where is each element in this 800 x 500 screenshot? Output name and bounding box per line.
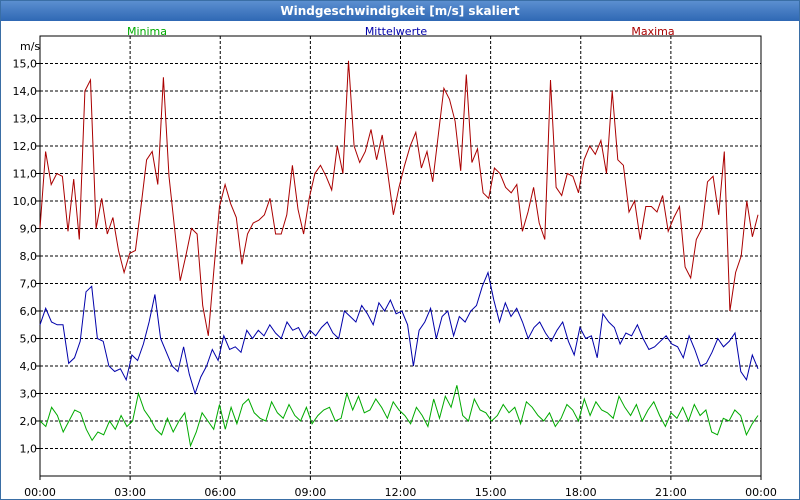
grid-lines [40,36,761,476]
y-tick-label: 4,0 [20,360,38,373]
y-tick-label: 2,0 [20,415,38,428]
y-tick-label: 3,0 [20,388,38,401]
series-lines [39,60,759,448]
y-tick-label: 7,0 [20,278,38,291]
y-tick-label: 8,0 [20,250,38,263]
y-tick-label: 14,0 [13,85,38,98]
y-tick-label: 11,0 [13,168,38,181]
x-tick-time-label: 06:00 [204,486,236,499]
window-title: Windgeschwindigkeit [m/s] skaliert [1,1,799,21]
series-maxima [39,60,759,336]
x-tick-time-label: 15:00 [475,486,507,499]
legend-minima: Minima [127,25,167,38]
y-tick-label: 5,0 [20,333,38,346]
y-tick-label: 6,0 [20,305,38,318]
y-axis-ticks: 1,0 2,0 3,0 4,0 5,0 6,0 7,0 8,0 9,0 10,0 11,0 12,0 1… [13,58,40,456]
y-axis-label: m/s [20,40,40,53]
legend-mittelwerte: Mittelwerte [365,25,428,38]
legend-maxima: Maxima [631,25,674,38]
x-tick-time-label: 00:00 [24,486,56,499]
x-tick-time-label: 03:00 [114,486,146,499]
x-tick-time-label: 21:00 [655,486,687,499]
x-tick-time-label: 00:00 [745,486,777,499]
y-tick-label: 9,0 [20,223,38,236]
y-tick-label: 15,0 [13,58,38,71]
x-tick-time-label: 12:00 [385,486,417,499]
x-axis-ticks: 00:0013.01.1203:0013.01.1206:0013.01.120… [24,476,777,499]
series-minima [39,385,759,448]
y-tick-label: 10,0 [13,195,38,208]
y-tick-label: 13,0 [13,113,38,126]
x-tick-time-label: 09:00 [295,486,327,499]
y-tick-label: 12,0 [13,140,38,153]
series-mittelwerte [39,270,759,396]
wind-speed-chart: 1,0 2,0 3,0 4,0 5,0 6,0 7,0 8,0 9,0 10,0 11,0 12,0 1… [13,25,777,499]
x-tick-time-label: 18:00 [565,486,597,499]
y-tick-label: 1,0 [20,443,38,456]
